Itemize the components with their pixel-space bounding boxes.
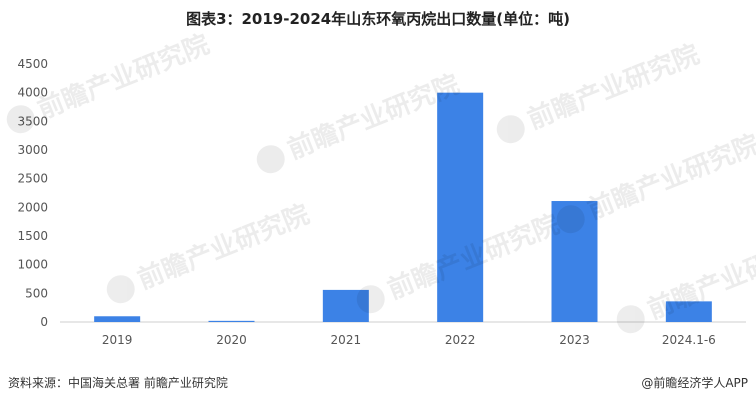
bar-chart: 0 500 1000 1500 2000 2500 3000 3500 4000 4500 201… [17,57,746,347]
bars [94,92,712,322]
x-tick-label: 2024.1-6 [662,333,716,347]
x-tick-label: 2023 [559,333,590,347]
chart-title: 图表3：2019-2024年山东环氧丙烷出口数量(单位：吨) [186,10,570,28]
bar-2021 [322,289,369,322]
y-tick-label: 3500 [17,114,48,128]
brand-label: @前瞻经济学人APP [641,376,748,390]
y-axis: 0 500 1000 1500 2000 2500 3000 3500 4000 4500 [17,57,48,329]
source-note: 资料来源：中国海关总署 前瞻产业研究院 [8,376,228,390]
x-tick-label: 2019 [102,333,133,347]
y-tick-label: 500 [25,286,48,300]
y-tick-label: 2500 [17,172,48,186]
x-tick-label: 2021 [331,333,362,347]
x-tick-label: 2022 [445,333,476,347]
bar-2020 [208,320,255,322]
y-tick-label: 4000 [17,86,48,100]
y-tick-label: 1500 [17,229,48,243]
y-tick-label: 3000 [17,143,48,157]
x-axis: 2019 2020 2021 2022 2023 2024.1-6 [102,333,716,347]
y-tick-label: 0 [40,315,48,329]
bar-2019 [94,316,141,322]
bar-2023 [551,201,598,322]
x-tick-label: 2020 [216,333,247,347]
y-tick-label: 1000 [17,258,48,272]
bar-2024.1-6 [665,301,712,322]
y-tick-label: 4500 [17,57,48,71]
y-tick-label: 2000 [17,200,48,214]
bar-2022 [437,92,484,322]
